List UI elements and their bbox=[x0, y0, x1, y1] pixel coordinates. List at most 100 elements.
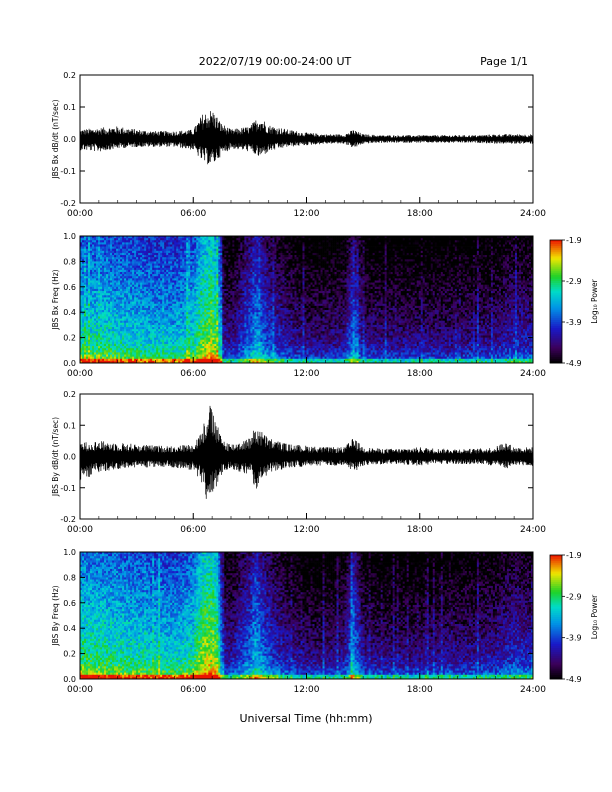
spectrogram-cell bbox=[218, 338, 220, 340]
spectrogram-cell bbox=[112, 255, 114, 257]
spectrogram-cell bbox=[220, 251, 222, 253]
spectrogram-cell bbox=[124, 331, 126, 333]
spectrogram-cell bbox=[94, 251, 96, 253]
spectrogram-cell bbox=[200, 249, 202, 251]
spectrogram-cell bbox=[238, 255, 240, 257]
spectrogram-cell bbox=[200, 335, 202, 337]
spectrogram-cell bbox=[168, 255, 170, 257]
spectrogram-cell bbox=[122, 289, 124, 291]
spectrogram-cell bbox=[144, 270, 146, 272]
spectrogram-cell bbox=[228, 327, 230, 329]
spectrogram-cell bbox=[120, 344, 122, 346]
spectrogram-cell bbox=[110, 283, 112, 285]
spectrogram-cell bbox=[200, 274, 202, 276]
spectrogram-cell bbox=[214, 308, 216, 310]
spectrogram-cell bbox=[134, 355, 136, 357]
spectrogram-cell bbox=[146, 268, 148, 270]
spectrogram-cell bbox=[204, 297, 206, 299]
spectrogram-cell bbox=[90, 350, 92, 352]
spectrogram-cell bbox=[124, 244, 126, 246]
spectrogram-cell bbox=[86, 338, 88, 340]
spectrogram-cell bbox=[222, 274, 224, 276]
spectrogram-cell bbox=[226, 340, 228, 342]
spectrogram-cell bbox=[118, 331, 120, 333]
spectrogram-cell bbox=[146, 261, 148, 263]
spectrogram-cell bbox=[208, 308, 210, 310]
spectrogram-cell bbox=[82, 325, 84, 327]
spectrogram-cell bbox=[146, 240, 148, 242]
spectrogram-cell bbox=[206, 316, 208, 318]
spectrogram-cell bbox=[210, 329, 212, 331]
spectrogram-cell bbox=[236, 344, 238, 346]
spectrogram-cell bbox=[230, 278, 232, 280]
spectrogram-cell bbox=[112, 333, 114, 335]
spectrogram-cell bbox=[238, 333, 240, 335]
spectrogram-cell bbox=[118, 295, 120, 297]
spectrogram-cell bbox=[142, 304, 144, 306]
spectrogram-cell bbox=[114, 287, 116, 289]
spectrogram-cell bbox=[150, 321, 152, 323]
spectrogram-cell bbox=[178, 242, 180, 244]
spectrogram-cell bbox=[208, 259, 210, 261]
spectrogram-cell bbox=[156, 325, 158, 327]
spectrogram-cell bbox=[126, 306, 128, 308]
spectrogram-cell bbox=[152, 257, 154, 259]
spectrogram-cell bbox=[130, 249, 132, 251]
spectrogram-cell bbox=[142, 325, 144, 327]
spectrogram-cell bbox=[190, 308, 192, 310]
spectrogram-cell bbox=[92, 357, 94, 359]
spectrogram-cell bbox=[114, 338, 116, 340]
spectrogram-cell bbox=[110, 264, 112, 266]
spectrogram-cell bbox=[200, 268, 202, 270]
spectrogram-cell bbox=[214, 242, 216, 244]
spectrogram-cell bbox=[112, 249, 114, 251]
spectrogram-cell bbox=[150, 249, 152, 251]
spectrogram-cell bbox=[184, 251, 186, 253]
spectrogram-cell bbox=[134, 302, 136, 304]
spectrogram-cell bbox=[176, 325, 178, 327]
spectrogram-cell bbox=[210, 293, 212, 295]
spectrogram-cell bbox=[202, 350, 204, 352]
spectrogram-cell bbox=[232, 340, 234, 342]
spectrogram-cell bbox=[162, 266, 164, 268]
spectrogram-cell bbox=[102, 344, 104, 346]
spectrogram-cell bbox=[200, 251, 202, 253]
spectrogram-cell bbox=[110, 247, 112, 249]
spectrogram-cell bbox=[98, 261, 100, 263]
spectrogram-cell bbox=[208, 304, 210, 306]
spectrogram-cell bbox=[144, 268, 146, 270]
spectrogram-cell bbox=[124, 325, 126, 327]
spectrogram-cell bbox=[210, 331, 212, 333]
spectrogram-cell bbox=[166, 346, 168, 348]
spectrogram-cell bbox=[138, 285, 140, 287]
spectrogram-cell bbox=[158, 293, 160, 295]
spectrogram-cell bbox=[242, 283, 244, 285]
spectrogram-cell bbox=[232, 308, 234, 310]
spectrogram-cell bbox=[84, 295, 86, 297]
spectrogram-cell bbox=[190, 278, 192, 280]
spectrogram-cell bbox=[118, 327, 120, 329]
spectrogram-cell bbox=[92, 276, 94, 278]
spectrogram-cell bbox=[238, 247, 240, 249]
spectrogram-cell bbox=[234, 285, 236, 287]
spectrogram-cell bbox=[218, 261, 220, 263]
spectrogram-cell bbox=[138, 340, 140, 342]
spectrogram-cell bbox=[102, 259, 104, 261]
spectrogram-cell bbox=[156, 300, 158, 302]
spectrogram-cell bbox=[168, 268, 170, 270]
spectrogram-cell bbox=[208, 249, 210, 251]
spectrogram-cell bbox=[162, 259, 164, 261]
spectrogram-cell bbox=[114, 340, 116, 342]
spectrogram-cell bbox=[94, 253, 96, 255]
spectrogram-cell bbox=[100, 321, 102, 323]
spectrogram-cell bbox=[128, 357, 130, 359]
spectrogram-cell bbox=[112, 306, 114, 308]
spectrogram-cell bbox=[108, 272, 110, 274]
spectrogram-cell bbox=[220, 325, 222, 327]
spectrogram-cell bbox=[104, 244, 106, 246]
spectrogram-cell bbox=[160, 316, 162, 318]
spectrogram-cell bbox=[118, 280, 120, 282]
spectrogram-cell bbox=[144, 312, 146, 314]
spectrogram-cell bbox=[86, 293, 88, 295]
spectrogram-cell bbox=[116, 240, 118, 242]
